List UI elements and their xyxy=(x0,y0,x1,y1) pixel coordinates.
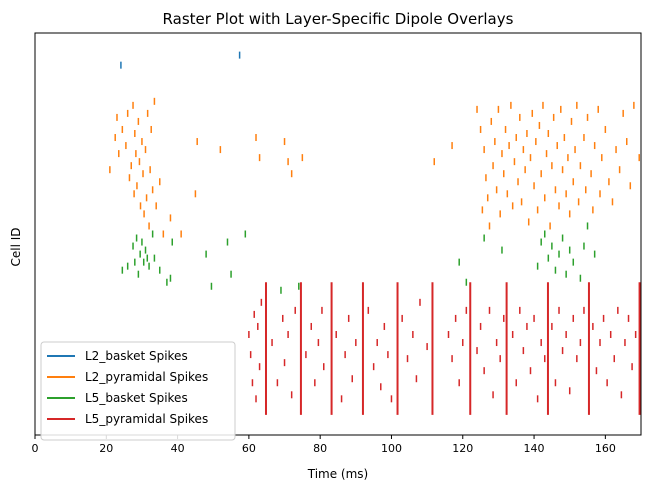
x-tick-label: 120 xyxy=(452,442,473,455)
y-axis-label: Cell ID xyxy=(9,227,23,266)
x-tick-label: 140 xyxy=(524,442,545,455)
x-tick-label: 40 xyxy=(171,442,185,455)
series-2 xyxy=(109,97,640,238)
x-axis-ticks: 0 20 40 60 80 100 120 140 160 xyxy=(32,435,616,455)
series-3 xyxy=(121,222,596,294)
legend-box xyxy=(40,341,236,441)
x-tick-label: 100 xyxy=(381,442,402,455)
legend-entry-label: L2_basket Spikes xyxy=(85,349,188,363)
x-tick-label: 0 xyxy=(32,442,39,455)
x-tick-label: 160 xyxy=(595,442,616,455)
x-tick-label: 60 xyxy=(242,442,256,455)
x-axis-label: Time (ms) xyxy=(307,467,369,481)
legend-entry-label: L5_basket Spikes xyxy=(85,391,188,405)
legend-entry-label: L5_pyramidal Spikes xyxy=(85,412,208,426)
series-1 xyxy=(120,51,241,69)
chart-title: Raster Plot with Layer-Specific Dipole O… xyxy=(163,10,514,28)
plot-frame xyxy=(34,32,642,436)
series-4 xyxy=(248,282,641,415)
x-tick-label: 80 xyxy=(313,442,327,455)
legend: L2_basket Spikes L2_pyramidal Spikes L5_ba… xyxy=(40,341,236,441)
spike-layer xyxy=(109,51,641,415)
x-tick-label: 20 xyxy=(99,442,113,455)
legend-entry-label: L2_pyramidal Spikes xyxy=(85,370,208,384)
